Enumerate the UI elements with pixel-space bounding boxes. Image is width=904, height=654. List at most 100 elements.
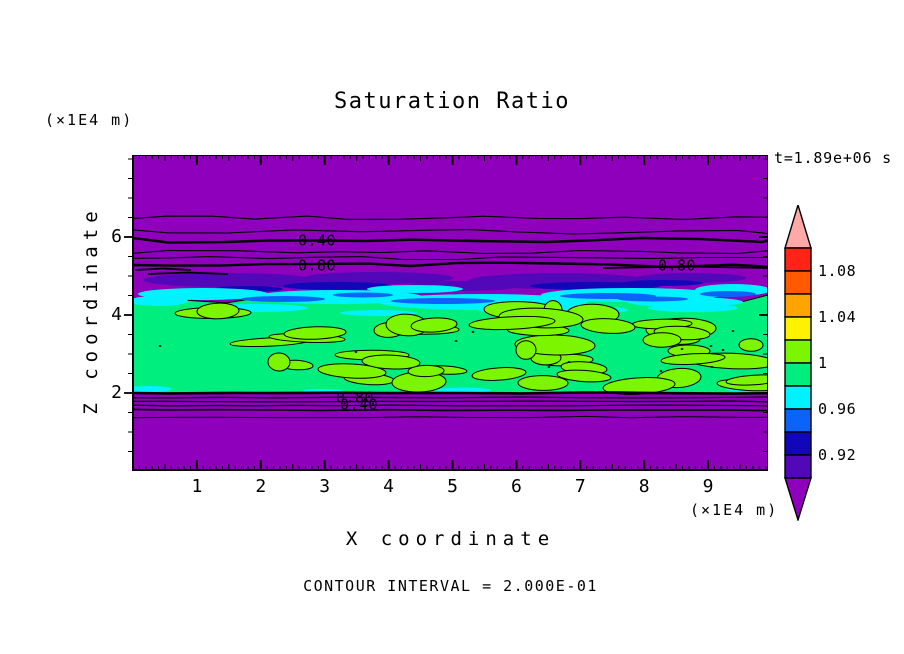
cyan-streak [367,285,463,293]
chartreuse-blob [283,326,347,340]
time-annotation: t=1.89e+06 s [774,149,892,167]
chartreuse-blob [471,367,527,381]
blue-streak [333,292,393,298]
chartreuse-blob [642,332,682,348]
cyan-streak [435,387,491,393]
speckle [709,345,713,347]
plot-frame [132,155,768,471]
speckle [721,349,725,351]
indigo-streak [143,273,313,287]
contour-line [133,408,768,412]
chartreuse-blob [580,318,636,334]
colorbar-under-arrow [784,477,812,521]
contour-line-fragment [134,267,192,271]
contour-label: 0.40 [298,232,336,250]
cyan-streak [133,386,172,392]
chartreuse-blob [468,315,556,331]
x-tick-label: 7 [574,476,586,497]
x-tick-label: 5 [447,476,458,497]
colorbar-segment-chartreuse [784,339,812,364]
x-tick-label: 6 [510,476,522,497]
colorbar-segment-green [784,362,812,387]
speckle [158,345,162,347]
colorbar-segment-red [784,247,812,272]
contour-line [133,400,768,403]
x-tick-label: 3 [319,476,331,497]
contour-line [133,229,768,235]
y-tick-label: 4 [111,304,122,325]
chartreuse-blob [660,352,726,366]
colorbar-segment-indigo [784,454,812,479]
speckle [471,331,475,333]
colorbar-segment-blue [784,408,812,433]
colorbar-segment-navy [784,431,812,456]
cyan-streak [340,310,416,316]
colorbar-over-arrow [784,205,812,249]
speckle [659,370,663,372]
chartreuse-blob [738,338,764,352]
colorbar-segment-cyan [784,385,812,410]
chartreuse-blob [515,340,537,360]
chartreuse-blob [602,377,676,395]
contour-plot-canvas: 0.400.80 0.800.800.40 [124,155,768,471]
contour-label: 0.80 [298,257,336,275]
indigo-streak [303,272,453,284]
contour-line [133,396,768,399]
contour-line [133,391,768,395]
colorbar-segment-yellow [784,316,812,341]
x-tick-label: 1 [191,476,203,497]
x-axis-units-label: (×1E4 m) [690,501,779,519]
cyan-streak [133,296,188,306]
chartreuse-blob [517,375,569,391]
x-tick-label: 8 [638,476,650,497]
y-axis-label: Z coordinate [80,205,102,415]
navy-streak [283,282,393,290]
colorbar-tick-label: 1 [818,354,828,372]
chartreuse-blob [196,302,240,320]
y-tick-label: 6 [111,226,122,247]
colorbar-tick-label: 0.96 [818,400,857,418]
speckle [731,330,735,332]
chartreuse-blob [556,369,612,383]
colorbar-segment-orange [784,293,812,318]
chartreuse-blob [361,354,421,370]
y-axis-units-label: (×1E4 m) [45,111,134,129]
chart-title: Saturation Ratio [334,89,570,114]
contour-line [133,256,768,261]
colorbar [784,205,812,521]
colorbar-tick-label: 1.04 [818,308,857,326]
contour-interval-note: CONTOUR INTERVAL = 2.000E-01 [303,577,598,595]
navy-streak [623,280,703,286]
blue-streak [391,298,495,304]
colorbar-segment-orangered [784,270,812,295]
colorbar-tick-label: 0.92 [818,446,857,464]
contour-label: 0.80 [658,257,696,275]
chartreuse-blob [267,352,291,372]
contour-line-fragment [602,265,768,269]
blue-streak [241,296,325,302]
x-tick-label: 4 [383,476,395,497]
contour-line [133,404,768,407]
contour-line [133,215,768,220]
x-tick-label: 9 [702,476,714,497]
speckle [680,348,684,350]
x-axis-label: X coordinate [345,528,556,550]
x-tick-label: 2 [255,476,267,497]
y-tick-label: 2 [111,382,122,403]
cyan-streak [648,304,738,312]
colorbar-tick-label: 1.08 [818,262,857,280]
speckle [454,340,458,342]
chartreuse-blob [407,364,445,378]
contour-label: 0.80 [336,389,374,407]
blue-streak [618,296,688,302]
speckle [710,366,714,368]
chartreuse-blob [410,317,458,333]
contour-label: 0.40 [340,396,378,414]
contour-line [133,236,768,244]
speckle [547,366,551,368]
contour-line [133,415,768,419]
chartreuse-blob [317,363,387,379]
blue-streak [700,291,756,297]
speckle [354,351,358,353]
